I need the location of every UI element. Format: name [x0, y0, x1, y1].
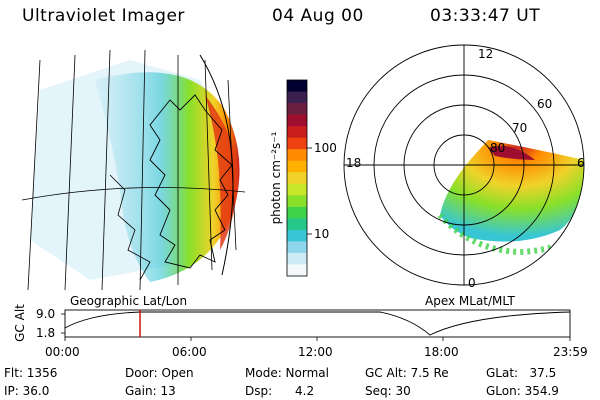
colorbar-frame [286, 79, 308, 277]
colorbar-stripe [287, 160, 307, 173]
colorbar-stripe [287, 80, 307, 93]
dsp-value: Dsp: 4.2 [245, 384, 315, 398]
colorbar-stripe [287, 126, 307, 139]
altitude-ytick-9: 9.0 [36, 307, 56, 321]
geographic-map-panel [22, 49, 246, 291]
colorbar-stripe [287, 183, 307, 196]
colorbar-stripe [287, 241, 307, 254]
altitude-xtick-1200: 12:00 [298, 345, 333, 359]
colorbar-stripe [287, 149, 307, 162]
colorbar-stripe [287, 114, 307, 127]
mlt-label-18: 18 [346, 156, 362, 170]
latitude-grid-line [22, 187, 246, 201]
colorbar-stripe [287, 218, 307, 231]
colorbar-unit-label: photon cm⁻²s⁻¹ [269, 131, 283, 225]
mode-value: Mode: Normal [245, 366, 329, 380]
colorbar-tick-100: 100 [314, 141, 337, 155]
sequence-number: Seq: 30 [365, 384, 411, 398]
colorbar-stripe [287, 264, 307, 277]
door-status: Door: Open [125, 366, 194, 380]
altitude-xtick-0600: 06:00 [172, 345, 207, 359]
altitude-ytick-1-8: 1.8 [36, 326, 56, 340]
colorbar-stripe [287, 229, 307, 242]
geographic-longitude: GLon: 354.9 [486, 384, 559, 398]
colorbar-tick-10: 10 [314, 227, 330, 241]
colorbar-stripe [287, 91, 307, 104]
left-panel-caption: Geographic Lat/Lon [70, 294, 188, 308]
colorbar-stripe [287, 137, 307, 150]
right-panel-caption: Apex MLat/MLT [425, 294, 515, 308]
colorbar-stripe [287, 195, 307, 208]
observation-time: 03:33:47 UT [430, 6, 541, 26]
altitude-plot-frame [64, 309, 571, 338]
altitude-plot [61, 309, 571, 341]
colorbar-stripe [287, 172, 307, 185]
altitude-curve [64, 311, 571, 336]
ip-value: IP: 36.0 [4, 384, 50, 398]
altitude-xtick-0000: 00:00 [45, 345, 80, 359]
instrument-title: Ultraviolet Imager [22, 6, 185, 26]
colorbar-stripe [287, 103, 307, 116]
aurora-bright-edge [205, 95, 239, 250]
mlt-label-6: 6 [577, 156, 585, 170]
lat-label-60: 60 [537, 97, 553, 111]
flight-number: Flt: 1356 [4, 366, 58, 380]
colorbar [287, 80, 307, 277]
coastline-outline [149, 94, 233, 269]
aurora-emission-region [95, 72, 240, 282]
polar-plot-panel [343, 44, 585, 286]
observation-date: 04 Aug 00 [272, 6, 364, 26]
mlt-label-12: 12 [478, 47, 494, 61]
limb-outline [199, 54, 234, 276]
gc-altitude-value: GC Alt: 7.5 Re [365, 366, 449, 380]
lat-label-80: 80 [490, 141, 506, 155]
mlt-label-0: 0 [468, 276, 476, 290]
longitude-grid-lines [27, 49, 237, 291]
lat-label-70: 70 [512, 121, 528, 135]
altitude-xtick-1800: 18:00 [424, 345, 459, 359]
gain-value: Gain: 13 [125, 384, 176, 398]
geographic-latitude: GLat: 37.5 [486, 366, 557, 380]
colorbar-stripe [287, 206, 307, 219]
altitude-xtick-2359: 23:59 [553, 345, 588, 359]
coastline-outline-2 [109, 174, 151, 281]
colorbar-stripe [287, 252, 307, 265]
altitude-ylabel: GC Alt [13, 304, 27, 342]
